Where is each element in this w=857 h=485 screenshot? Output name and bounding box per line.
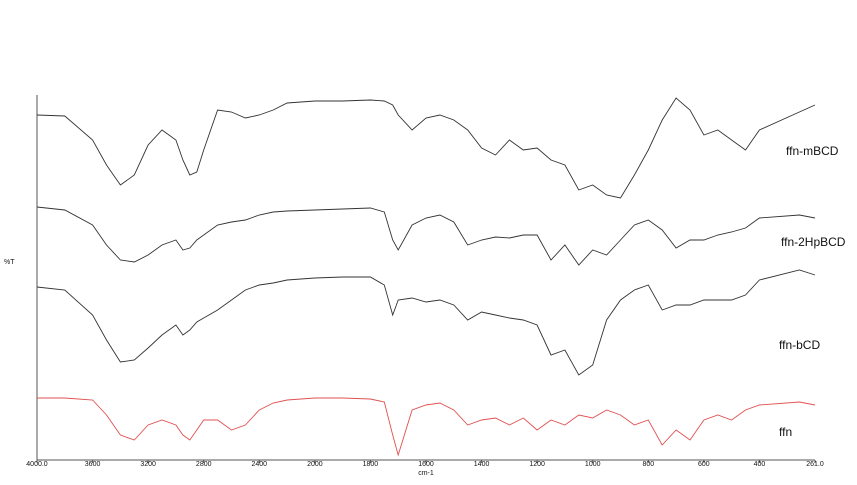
series-label: ffn-2HpBCD bbox=[781, 235, 846, 249]
spectrum-line bbox=[37, 397, 816, 457]
series-label: ffn-mBCD bbox=[786, 144, 839, 158]
x-tick-label: 1400 bbox=[474, 461, 490, 468]
x-tick-label: 1200 bbox=[529, 461, 545, 468]
x-tick-label: 400 bbox=[754, 461, 766, 468]
spectrum-line bbox=[36, 206, 816, 266]
spectrum-line bbox=[36, 269, 816, 376]
x-tick-label: 2000 bbox=[307, 461, 323, 468]
spectrum-line bbox=[36, 97, 816, 199]
x-tick-label: 2800 bbox=[196, 461, 212, 468]
x-tick-label: 2400 bbox=[251, 461, 267, 468]
x-tick-label: 1800 bbox=[363, 461, 379, 468]
y-axis-label: %T bbox=[4, 259, 15, 266]
x-tick-label: 3600 bbox=[85, 461, 101, 468]
series-label: ffn bbox=[779, 425, 792, 439]
x-tick-label: 261.0 bbox=[806, 461, 824, 468]
x-tick-label: 600 bbox=[698, 461, 710, 468]
x-tick-label: 1600 bbox=[418, 461, 434, 468]
series-label: ffn-bCD bbox=[779, 338, 820, 352]
x-axis-label: cm-1 bbox=[418, 470, 434, 477]
x-tick-label: 1000 bbox=[585, 461, 601, 468]
x-tick-label: 4000.0 bbox=[26, 461, 48, 468]
x-tick-label: 800 bbox=[642, 461, 654, 468]
x-tick-label: 3200 bbox=[140, 461, 156, 468]
